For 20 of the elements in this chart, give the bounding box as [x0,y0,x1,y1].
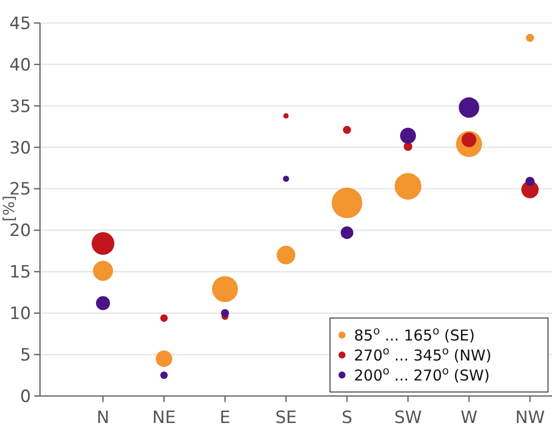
x-tick-label: NW [515,408,545,428]
x-tick-label: N [96,408,110,428]
x-tick-label: W [460,408,478,428]
legend-label: 200$^{o}$ ... 270$^{o}$ (SW) [354,364,490,384]
x-tick-label: E [220,408,230,428]
legend-label: 85$^{o}$ ... 165$^{o}$ (SE) [354,324,475,344]
legend-label: 270$^{o}$ ... 345$^{o}$ (NW) [354,344,492,364]
x-tick-label: S [342,408,352,428]
y-tick-label: 5 [20,346,31,366]
y-tick-label: 35 [9,96,31,117]
x-tick-label: NE [152,408,176,428]
y-tick-label: 10 [9,304,31,324]
x-tick-label: SW [394,408,422,428]
x-tick-label: SE [275,408,297,428]
y-tick-label: 15 [9,262,31,283]
y-tick-label: 0 [20,386,31,407]
y-tick-label: 20 [9,221,31,242]
y-tick-label: 30 [9,138,31,158]
y-tick-label: 40 [9,55,31,76]
y-tick-label: 45 [9,14,31,34]
